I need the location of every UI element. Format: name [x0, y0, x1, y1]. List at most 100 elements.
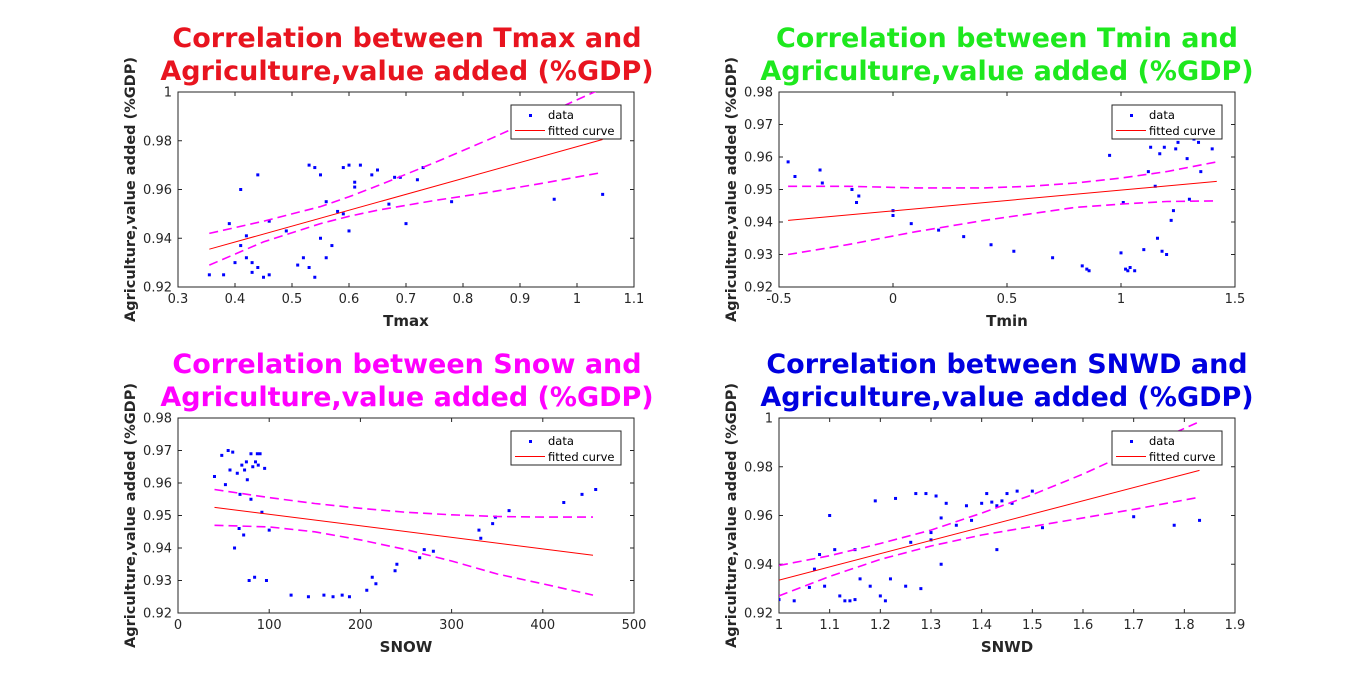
data-point-snow: [393, 569, 397, 573]
data-point-snwd: [833, 548, 837, 552]
data-point-snwd: [843, 599, 847, 603]
x-tick-label-snwd: 1.7: [1123, 618, 1144, 633]
data-point-snow: [347, 595, 351, 599]
data-point-snwd: [848, 599, 852, 603]
data-point-tmin: [1162, 145, 1166, 149]
data-point-tmax: [239, 188, 243, 191]
data-point-snow: [245, 478, 249, 482]
data-point-snow: [365, 588, 369, 592]
data-point-snow: [254, 460, 258, 464]
data-point-tmax: [358, 163, 362, 167]
data-point-tmax: [330, 244, 334, 248]
data-point-snwd: [779, 598, 781, 602]
data-point-snwd: [929, 538, 933, 542]
data-point-snwd: [1015, 489, 1019, 493]
title-snow: Correlation between Snow and Agriculture…: [152, 348, 662, 414]
data-point-snow: [370, 575, 374, 579]
y-tick-label-tmin: 0.92: [744, 281, 773, 296]
y-axis-label-snwd: Agriculture,value added (%GDP): [724, 383, 740, 648]
data-point-tmin: [1171, 209, 1175, 213]
data-point-snow: [242, 533, 246, 537]
data-point-tmin: [1087, 269, 1091, 273]
data-point-snwd: [1005, 492, 1009, 496]
data-point-snwd: [888, 577, 892, 581]
data-point-snow: [491, 522, 495, 526]
x-tick-label-snwd: 1.2: [870, 618, 891, 633]
data-point-tmax: [324, 200, 328, 204]
data-point-tmin: [891, 214, 895, 217]
data-point-tmax: [324, 256, 328, 260]
title-tmax: Correlation between Tmax and Agriculture…: [152, 22, 662, 88]
plot-area-snow: [212, 449, 598, 599]
data-point-snow: [395, 562, 399, 566]
y-tick-label-snwd: 0.92: [744, 607, 773, 622]
x-tick-label-snow: 500: [622, 618, 647, 633]
data-point-tmin: [786, 160, 790, 164]
data-point-tmin: [1153, 184, 1157, 188]
data-point-snwd: [1172, 523, 1176, 527]
data-point-tmin: [1185, 157, 1189, 161]
data-point-snwd: [904, 584, 908, 588]
data-point-tmax: [319, 236, 322, 240]
data-point-snwd: [828, 514, 832, 517]
x-axis-label-snwd: SNWD: [981, 638, 1033, 656]
data-point-tmax: [353, 180, 357, 184]
data-point-tmax: [244, 234, 248, 238]
title-tmin-line1: Correlation between Tmin and: [775, 23, 1239, 54]
x-tick-label-snwd: 1.9: [1225, 618, 1246, 633]
data-point-snow: [247, 579, 251, 582]
y-tick-label-snow: 0.93: [143, 574, 172, 589]
y-tick-label-tmin: 0.93: [744, 248, 773, 263]
data-point-snow: [256, 463, 260, 467]
y-tick-label-snow: 0.96: [143, 477, 172, 492]
x-axis-label-tmin: Tmin: [986, 312, 1028, 330]
data-point-snow: [223, 483, 227, 487]
y-tick-label-snwd: 0.94: [744, 558, 773, 573]
data-point-snow: [594, 488, 598, 491]
data-point-tmax: [415, 178, 419, 182]
data-point-snwd: [894, 496, 898, 500]
data-point-tmax: [296, 263, 300, 267]
x-tick-label-tmin: 1: [1117, 292, 1125, 307]
data-point-tmin: [1155, 236, 1159, 240]
plot-snow: 0 100 200 300 400 500 0.92 0.93 0.94 0.95 0.96 0.97…: [123, 383, 646, 656]
data-point-snow: [226, 449, 230, 452]
data-point-tmax: [250, 261, 254, 265]
title-snwd-line2: Agriculture,value added (%GDP): [760, 382, 1254, 413]
x-tick-label-tmax: 1: [573, 292, 581, 307]
data-point-snwd: [954, 523, 958, 527]
data-point-tmax: [404, 222, 408, 226]
data-point-tmin: [1165, 253, 1169, 256]
data-point-tmin: [1051, 256, 1055, 260]
data-point-snow: [422, 548, 426, 552]
data-point-snow: [331, 595, 335, 599]
data-point-snwd: [1030, 489, 1034, 493]
data-point-tmax: [239, 244, 243, 248]
data-point-snwd: [934, 494, 938, 498]
data-point-snow: [231, 450, 235, 454]
data-point-tmin: [1158, 152, 1162, 156]
x-tick-label-snwd: 1.4: [971, 618, 992, 633]
data-point-snow: [251, 465, 255, 469]
x-tick-label-snwd: 1.5: [1022, 618, 1043, 633]
x-tick-label-snwd: 1.8: [1174, 618, 1195, 633]
data-point-snwd: [853, 598, 857, 602]
data-point-tmax: [313, 275, 317, 279]
data-point-tmin: [820, 181, 824, 185]
legend-box-snwd: [1111, 430, 1223, 466]
title-snow-line1: Correlation between Snow and: [172, 349, 642, 380]
data-point-snow: [253, 575, 257, 579]
data-point-tmin: [1199, 170, 1203, 174]
data-point-tmin: [1108, 153, 1112, 157]
data-point-snow: [580, 492, 584, 496]
data-point-tmax: [267, 273, 271, 277]
y-tick-label-tmax: 0.94: [143, 232, 172, 247]
data-point-snow: [235, 471, 239, 475]
data-point-snwd: [939, 562, 943, 566]
y-tick-label-snow: 0.97: [143, 444, 172, 459]
x-tick-label-snwd: 1.6: [1073, 618, 1094, 633]
data-point-tmax: [313, 166, 317, 170]
lower-bound-line-tmax: [208, 171, 603, 266]
data-point-tmin: [1210, 147, 1214, 151]
